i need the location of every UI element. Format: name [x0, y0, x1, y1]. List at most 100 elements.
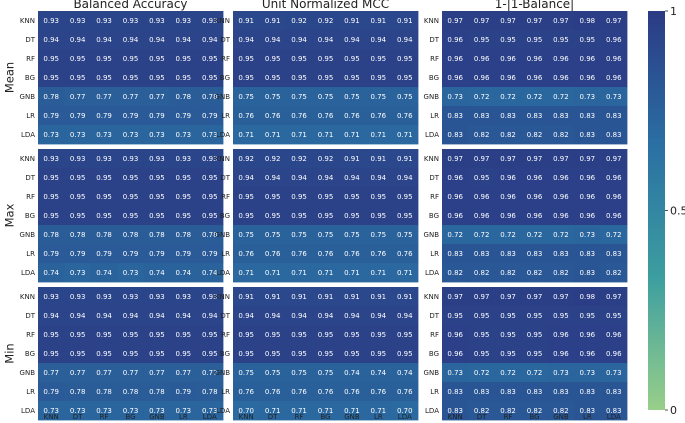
- cell-value-label: 0.82: [527, 269, 543, 277]
- cell-value-label: 0.73: [149, 131, 165, 139]
- heatmap-cell: [38, 125, 65, 145]
- heatmap-cell: [574, 106, 601, 126]
- cell-value-label: 0.95: [344, 55, 360, 63]
- cell-value-label: 0.95: [397, 350, 413, 358]
- cell-value-label: 0.76: [344, 112, 360, 120]
- heatmap-cell: [170, 49, 197, 69]
- heatmap-cell: [196, 68, 224, 88]
- heatmap-cell: [547, 87, 575, 107]
- heatmap-cell: [442, 68, 469, 88]
- cell-value-label: 0.95: [265, 193, 281, 201]
- y-tick-label: GNB: [424, 231, 440, 239]
- cell-value-label: 0.95: [397, 331, 413, 339]
- cell-value-label: 0.79: [96, 250, 112, 258]
- y-tick-label: GNB: [215, 93, 231, 101]
- heatmap-cell: [143, 206, 171, 226]
- y-tick-label: LDA: [21, 131, 35, 139]
- heatmap-cell: [468, 187, 496, 207]
- heatmap-cell: [170, 382, 197, 402]
- y-tick-label: RF: [221, 193, 230, 201]
- heatmap-cell: [365, 187, 392, 207]
- y-tick-label: LR: [26, 112, 35, 120]
- cell-value-label: 0.94: [344, 36, 360, 44]
- cell-value-label: 0.96: [553, 174, 569, 182]
- heatmap-cell: [170, 168, 197, 188]
- heatmap-cell: [521, 106, 549, 126]
- cell-value-label: 0.93: [176, 293, 192, 301]
- heatmap-cell: [117, 287, 145, 307]
- cell-value-label: 0.94: [344, 312, 360, 320]
- cell-value-label: 0.71: [265, 407, 281, 415]
- cell-value-label: 0.95: [318, 74, 334, 82]
- cell-value-label: 0.95: [70, 74, 86, 82]
- cell-value-label: 0.96: [606, 36, 622, 44]
- cell-value-label: 0.75: [238, 231, 254, 239]
- y-tick-label: LR: [221, 388, 230, 396]
- heatmap-cell: [547, 30, 575, 50]
- heatmap-cell: [170, 149, 197, 169]
- cell-value-label: 0.74: [176, 269, 192, 277]
- heatmap-cell: [547, 287, 575, 307]
- heatmap-cell: [494, 225, 522, 245]
- cell-value-label: 0.73: [580, 369, 596, 377]
- heatmap-cell: [365, 30, 392, 50]
- heatmap-cell: [494, 401, 522, 421]
- heatmap-cell: [90, 168, 118, 188]
- cell-value-label: 0.94: [176, 36, 192, 44]
- cell-value-label: 0.94: [318, 36, 334, 44]
- heatmap-cell: [312, 244, 340, 264]
- cell-value-label: 0.93: [149, 17, 165, 25]
- heatmap-cell: [143, 344, 171, 364]
- cell-value-label: 0.94: [265, 36, 281, 44]
- heatmap-cell: [64, 244, 92, 264]
- heatmap-cell: [312, 187, 340, 207]
- heatmap-cell: [468, 382, 496, 402]
- y-tick-label: BG: [429, 350, 439, 358]
- heatmap-cell: [391, 306, 419, 326]
- heatmap-cell: [90, 11, 118, 31]
- heatmap-cell: [494, 187, 522, 207]
- heatmap-cell: [312, 363, 340, 383]
- y-tick-label: RF: [430, 193, 439, 201]
- heatmap-cell: [468, 344, 496, 364]
- cell-value-label: 0.71: [371, 131, 387, 139]
- heatmap-cell: [494, 244, 522, 264]
- heatmap-cell: [143, 382, 171, 402]
- cell-value-label: 0.77: [70, 369, 86, 377]
- heatmap-cell: [600, 206, 628, 226]
- cell-value-label: 0.97: [474, 155, 490, 163]
- heatmap-panel: 0.91 0.91 0.91 0.91 0.91 0.91 0.91 0.94 0.94 0.94…: [215, 287, 419, 421]
- y-tick-label: GNB: [20, 231, 36, 239]
- y-tick-label: DT: [25, 174, 35, 182]
- cell-value-label: 0.97: [527, 17, 543, 25]
- cell-value-label: 0.95: [238, 350, 254, 358]
- heatmap-cell: [233, 68, 260, 88]
- y-tick-label: LR: [430, 250, 439, 258]
- cell-value-label: 0.83: [580, 407, 596, 415]
- cell-value-label: 0.95: [43, 174, 59, 182]
- cell-value-label: 0.75: [265, 231, 281, 239]
- heatmap-cell: [117, 187, 145, 207]
- cell-value-label: 0.94: [265, 174, 281, 182]
- cell-value-label: 0.82: [553, 407, 569, 415]
- cell-value-label: 0.95: [176, 331, 192, 339]
- heatmap-cell: [38, 106, 65, 126]
- cell-value-label: 0.91: [265, 293, 281, 301]
- y-tick-label: RF: [26, 55, 35, 63]
- row-title: Max: [3, 203, 17, 227]
- cell-value-label: 0.72: [474, 231, 490, 239]
- y-tick-label: DT: [429, 312, 439, 320]
- cell-value-label: 0.83: [447, 112, 463, 120]
- cell-value-label: 0.96: [580, 193, 596, 201]
- cell-value-label: 0.95: [291, 350, 307, 358]
- cell-value-label: 0.79: [202, 250, 218, 258]
- cell-value-label: 0.95: [96, 55, 112, 63]
- heatmap-cell: [494, 325, 522, 345]
- heatmap-cell: [574, 187, 601, 207]
- cell-value-label: 0.95: [176, 74, 192, 82]
- cell-value-label: 0.95: [70, 55, 86, 63]
- heatmap-cell: [233, 11, 260, 31]
- cell-value-label: 0.96: [606, 55, 622, 63]
- y-tick-label: LR: [430, 388, 439, 396]
- cell-value-label: 0.92: [291, 155, 307, 163]
